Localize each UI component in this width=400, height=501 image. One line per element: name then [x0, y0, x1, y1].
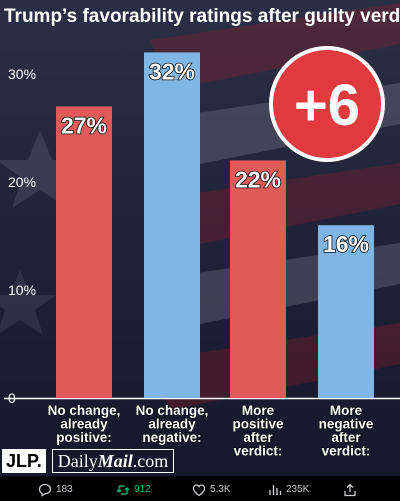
share-button[interactable] — [343, 483, 357, 497]
badge-value: +6 — [294, 73, 360, 138]
bar — [144, 52, 200, 399]
repost-icon — [116, 484, 130, 495]
bar — [318, 225, 374, 398]
category-label: No change, already positive: — [48, 403, 121, 445]
y-tick-label: 20% — [8, 174, 36, 190]
badge: +6 — [269, 46, 385, 162]
y-tick-label: 30% — [8, 66, 36, 82]
views-count: 235K — [286, 484, 310, 495]
y-tick-label: 10% — [8, 282, 36, 298]
heart-icon — [192, 483, 206, 496]
like-count: 5.3K — [210, 484, 231, 495]
category-label: No change, already negative: — [136, 403, 209, 445]
category-label: More positive after verdict: — [232, 403, 284, 459]
views-button[interactable]: 235K — [268, 483, 309, 497]
share-icon — [344, 483, 356, 496]
bar — [230, 160, 286, 398]
category-label: More negative after verdict: — [319, 403, 374, 459]
reply-icon — [38, 483, 52, 497]
bar-value-label: 22% — [235, 166, 281, 192]
like-button[interactable]: 5.3K — [192, 483, 231, 497]
reply-button[interactable]: 183 — [38, 483, 73, 497]
views-icon — [269, 484, 282, 495]
source-logos: JLP. DailyMail.com — [0, 447, 175, 475]
reply-count: 183 — [56, 484, 73, 495]
bar — [56, 106, 112, 399]
jlp-logo: JLP. — [2, 449, 46, 473]
bar-chart: Trump’s favorability ratings after guilt… — [4, 6, 400, 459]
bar-value-label: 32% — [149, 58, 195, 84]
repost-count: 912 — [134, 484, 151, 495]
bar-value-label: 27% — [61, 112, 107, 138]
chart-image: Trump’s favorability ratings after guilt… — [0, 0, 400, 476]
dailymail-logo: DailyMail.com — [51, 449, 175, 473]
chart-title: Trump’s favorability ratings after guilt… — [4, 6, 400, 27]
bar-value-label: 16% — [323, 231, 369, 257]
post-stats-bar: 183 912 5.3K 235K — [0, 478, 400, 501]
repost-button[interactable]: 912 — [116, 483, 151, 497]
